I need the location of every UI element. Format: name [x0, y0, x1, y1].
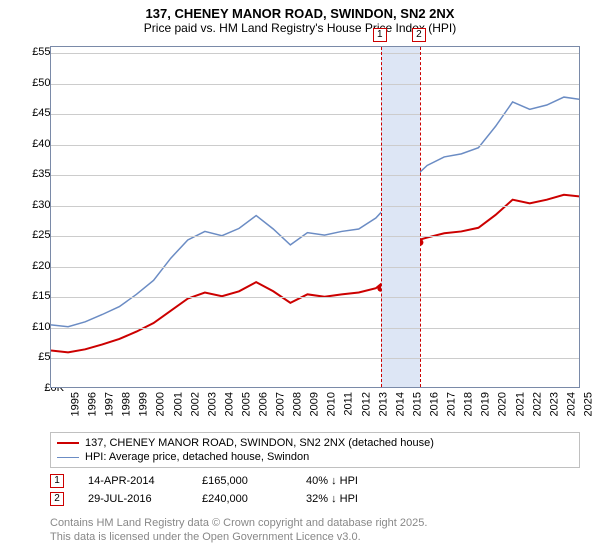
marker-number-cell: 1: [50, 474, 64, 488]
marker-table-row: 2 29-JUL-2016 £240,000 32% ↓ HPI: [50, 490, 358, 508]
marker-table-row: 1 14-APR-2014 £165,000 40% ↓ HPI: [50, 472, 358, 490]
legend-item: 137, CHENEY MANOR ROAD, SWINDON, SN2 2NX…: [57, 436, 573, 450]
legend-label: HPI: Average price, detached house, Swin…: [85, 451, 309, 463]
date-range-highlight: [381, 47, 420, 387]
marker-date: 14-APR-2014: [88, 475, 178, 487]
legend-swatch: [57, 457, 79, 458]
marker-price: £240,000: [202, 493, 282, 505]
marker-table: 1 14-APR-2014 £165,000 40% ↓ HPI 2 29-JU…: [50, 472, 358, 508]
marker-hpi-diff: 32% ↓ HPI: [306, 493, 358, 505]
marker-date: 29-JUL-2016: [88, 493, 178, 505]
marker-hpi-diff: 40% ↓ HPI: [306, 475, 358, 487]
chart-plot-area: [50, 46, 580, 388]
footer: Contains HM Land Registry data © Crown c…: [50, 516, 427, 545]
chart-subtitle: Price paid vs. HM Land Registry's House …: [0, 21, 600, 39]
footer-line: This data is licensed under the Open Gov…: [50, 530, 427, 544]
chart-container: 137, CHENEY MANOR ROAD, SWINDON, SN2 2NX…: [0, 0, 600, 560]
legend-swatch: [57, 442, 79, 444]
marker-price: £165,000: [202, 475, 282, 487]
legend-item: HPI: Average price, detached house, Swin…: [57, 450, 573, 464]
marker-number-cell: 2: [50, 492, 64, 506]
chart-svg: [51, 47, 579, 387]
chart-title: 137, CHENEY MANOR ROAD, SWINDON, SN2 2NX: [0, 0, 600, 21]
legend-label: 137, CHENEY MANOR ROAD, SWINDON, SN2 2NX…: [85, 437, 434, 449]
legend: 137, CHENEY MANOR ROAD, SWINDON, SN2 2NX…: [50, 432, 580, 468]
footer-line: Contains HM Land Registry data © Crown c…: [50, 516, 427, 530]
